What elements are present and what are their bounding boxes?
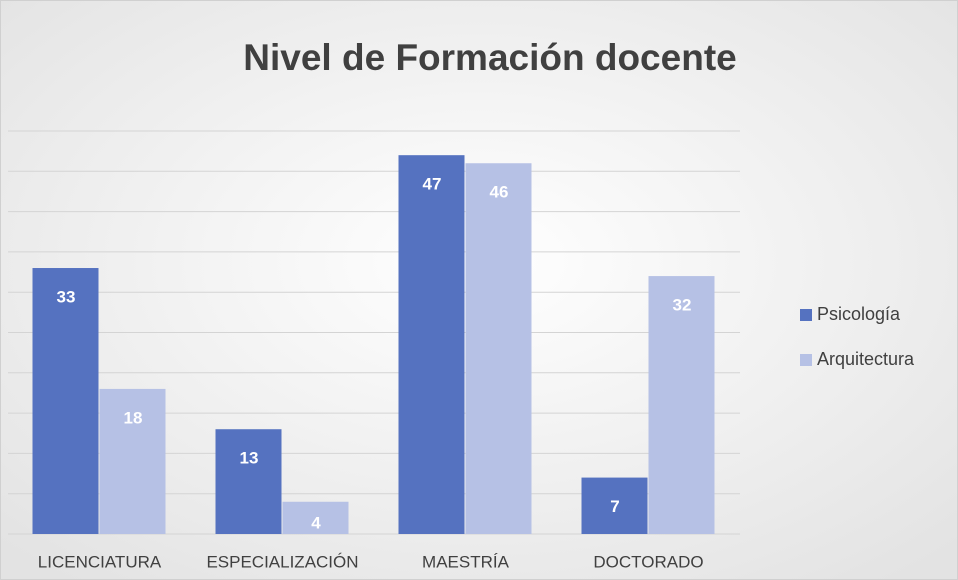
x-tick-label: ESPECIALIZACIÓN: [206, 552, 358, 571]
bar: [99, 388, 166, 534]
data-label: 18: [124, 408, 143, 427]
x-tick-label: DOCTORADO: [593, 552, 703, 571]
bar: [215, 429, 282, 534]
bar: [398, 155, 465, 534]
chart-title: Nivel de Formación docente: [243, 37, 736, 78]
data-label: 4: [311, 513, 321, 532]
bar: [282, 501, 349, 534]
legend-swatch: [800, 354, 812, 366]
bar: [648, 276, 715, 534]
legend-swatch: [800, 309, 812, 321]
data-label: 32: [673, 296, 692, 315]
legend-label: Psicología: [817, 304, 901, 324]
bar: [32, 268, 99, 534]
data-label: 33: [57, 288, 76, 307]
data-label: 46: [490, 183, 509, 202]
data-label: 7: [610, 497, 619, 516]
legend-label: Arquitectura: [817, 349, 915, 369]
data-label: 47: [423, 175, 442, 194]
x-tick-label: LICENCIATURA: [38, 552, 162, 571]
data-label: 13: [240, 449, 259, 468]
bar: [581, 477, 648, 534]
x-tick-label: MAESTRÍA: [422, 552, 510, 571]
bar: [465, 163, 532, 535]
